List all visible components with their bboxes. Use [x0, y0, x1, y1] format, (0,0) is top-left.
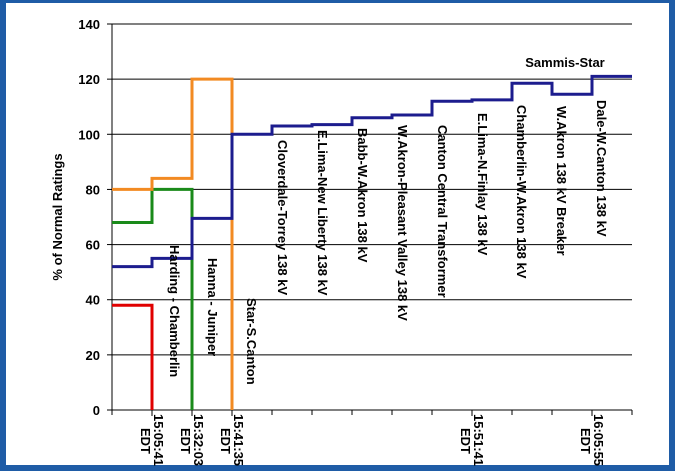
y-tick-label: 20: [86, 348, 100, 363]
series-label: Sammis-Star: [525, 55, 604, 70]
annotation: E.Lima-New Liberty 138 kV: [315, 130, 330, 296]
x-tick-label: EDT: [458, 428, 473, 454]
annotation: W.Akron-Pleasant Valley 138 kV: [395, 125, 410, 321]
x-tick-label: 15:05:41: [151, 414, 166, 466]
annotation: Chamberlin-W.Akron 138 kV: [514, 105, 529, 279]
y-tick-label: 140: [78, 17, 100, 32]
annotation: Canton Central Transformer: [435, 125, 450, 298]
annotation: E.Lima-N.Finlay 138 kV: [475, 113, 490, 256]
step-line: [112, 303, 154, 410]
annotation: Cloverdale-Torrey 138 kV: [275, 140, 290, 295]
y-tick-label: 60: [86, 238, 100, 253]
x-tick-label: 16:05:55: [591, 414, 606, 466]
y-tick-label: 80: [86, 182, 100, 197]
series-label: Hanna - Juniper: [205, 258, 220, 356]
y-tick-label: 0: [93, 403, 100, 418]
x-tick-label: 15:41:35: [231, 414, 246, 466]
series-label: Harding - Chamberlin: [167, 245, 182, 377]
x-tick-label: 15:32:03: [191, 414, 206, 466]
y-axis-label: % of Normal Ratings: [50, 153, 65, 280]
x-tick-label: EDT: [138, 428, 153, 454]
annotation: Babb-W.Akron 138 kV: [355, 128, 370, 263]
y-tick-label: 100: [78, 127, 100, 142]
step-line: [112, 77, 234, 410]
x-tick-label: EDT: [178, 428, 193, 454]
x-tick-label: EDT: [218, 428, 233, 454]
y-tick-label: 120: [78, 72, 100, 87]
x-tick-label: EDT: [578, 428, 593, 454]
step-line: [112, 74, 632, 269]
annotation: Dale-W.Canton 138 kV: [594, 100, 609, 237]
annotation: W.Akron 138 kV Breaker: [554, 106, 569, 256]
x-tick-label: 15:51:41: [471, 414, 486, 466]
y-tick-label: 40: [86, 293, 100, 308]
series-label: Star-S.Canton: [244, 298, 259, 385]
